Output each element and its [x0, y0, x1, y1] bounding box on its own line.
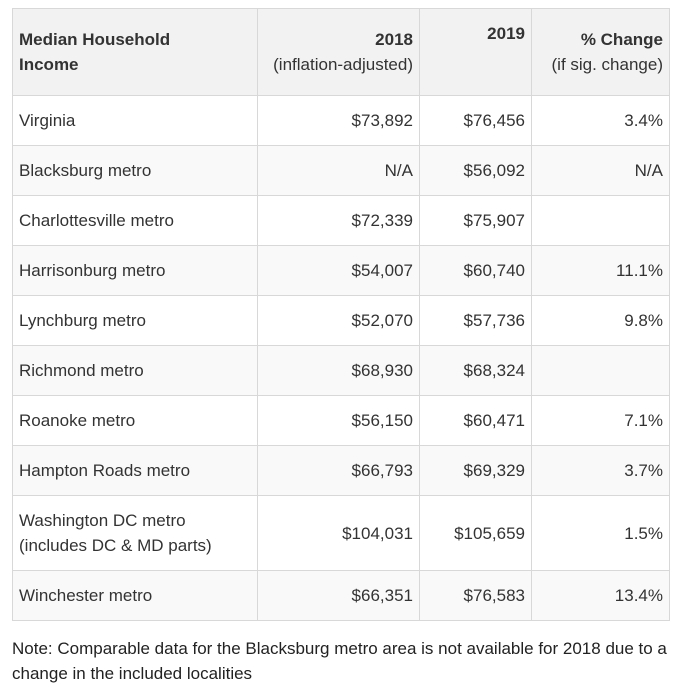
table-row: Lynchburg metro $52,070 $57,736 9.8% [12, 295, 670, 346]
table-row: Roanoke metro $56,150 $60,471 7.1% [12, 395, 670, 446]
region-name: Harrisonburg metro [19, 261, 166, 280]
header-2019: 2019 [419, 8, 532, 96]
region-name: Charlottesville metro [19, 211, 174, 230]
cell-change: 13.4% [531, 570, 670, 621]
region-subtitle: (includes DC & MD parts) [19, 536, 212, 555]
cell-region: Virginia [12, 95, 258, 146]
cell-2018: N/A [257, 145, 420, 196]
cell-change: 11.1% [531, 245, 670, 296]
cell-change: 7.1% [531, 395, 670, 446]
table-row: Charlottesville metro $72,339 $75,907 [12, 195, 670, 246]
region-name: Blacksburg metro [19, 161, 152, 180]
cell-2019: $60,740 [419, 245, 532, 296]
region-name: Virginia [19, 111, 76, 130]
cell-change: 1.5% [531, 495, 670, 571]
cell-2019: $56,092 [419, 145, 532, 196]
table-header-row: Median Household Income 2018 (inflation-… [12, 8, 670, 96]
table-row: Harrisonburg metro $54,007 $60,740 11.1% [12, 245, 670, 296]
region-name: Richmond metro [19, 361, 144, 380]
region-name: Washington DC metro [19, 511, 186, 530]
cell-2019: $57,736 [419, 295, 532, 346]
cell-region: Richmond metro [12, 345, 258, 396]
cell-2019: $68,324 [419, 345, 532, 396]
cell-2019: $105,659 [419, 495, 532, 571]
table-row: Richmond metro $68,930 $68,324 [12, 345, 670, 396]
cell-region: Harrisonburg metro [12, 245, 258, 296]
cell-2018: $72,339 [257, 195, 420, 246]
cell-region: Blacksburg metro [12, 145, 258, 196]
table-row: Virginia $73,892 $76,456 3.4% [12, 95, 670, 146]
header-change-label: % Change [580, 30, 663, 49]
cell-2019: $76,583 [419, 570, 532, 621]
cell-change: 9.8% [531, 295, 670, 346]
cell-region: Hampton Roads metro [12, 445, 258, 496]
income-table: Median Household Income 2018 (inflation-… [12, 8, 670, 621]
cell-region: Lynchburg metro [12, 295, 258, 346]
cell-change: 3.4% [531, 95, 670, 146]
cell-change [531, 195, 670, 246]
footnote: Note: Comparable data for the Blacksburg… [12, 639, 667, 683]
cell-2018: $56,150 [257, 395, 420, 446]
cell-2019: $76,456 [419, 95, 532, 146]
cell-2018: $66,351 [257, 570, 420, 621]
table-row: Winchester metro $66,351 $76,583 13.4% [12, 570, 670, 621]
cell-2018: $66,793 [257, 445, 420, 496]
region-name: Winchester metro [19, 586, 153, 605]
region-name: Hampton Roads metro [19, 461, 191, 480]
cell-2019: $69,329 [419, 445, 532, 496]
region-name: Lynchburg metro [19, 311, 146, 330]
header-region: Median Household Income [12, 8, 258, 96]
header-2018: 2018 (inflation-adjusted) [257, 8, 420, 96]
cell-region: Winchester metro [12, 570, 258, 621]
header-change-sub: (if sig. change) [551, 55, 664, 74]
cell-2019: $60,471 [419, 395, 532, 446]
cell-change: 3.7% [531, 445, 670, 496]
table-row: Washington DC metro (includes DC & MD par… [12, 495, 670, 571]
header-region-label: Median Household Income [19, 30, 171, 74]
header-2018-label: 2018 [375, 30, 413, 49]
cell-2019: $75,907 [419, 195, 532, 246]
cell-change [531, 345, 670, 396]
cell-region: Washington DC metro (includes DC & MD par… [12, 495, 258, 571]
cell-2018: $68,930 [257, 345, 420, 396]
cell-region: Roanoke metro [12, 395, 258, 446]
cell-region: Charlottesville metro [12, 195, 258, 246]
cell-2018: $52,070 [257, 295, 420, 346]
table-row: Hampton Roads metro $66,793 $69,329 3.7% [12, 445, 670, 496]
header-2018-sub: (inflation-adjusted) [273, 55, 413, 74]
header-change: % Change (if sig. change) [531, 8, 670, 96]
header-2019-label: 2019 [487, 24, 525, 43]
cell-change: N/A [531, 145, 670, 196]
cell-2018: $73,892 [257, 95, 420, 146]
cell-2018: $104,031 [257, 495, 420, 571]
table-row: Blacksburg metro N/A $56,092 N/A [12, 145, 670, 196]
cell-2018: $54,007 [257, 245, 420, 296]
region-name: Roanoke metro [19, 411, 136, 430]
